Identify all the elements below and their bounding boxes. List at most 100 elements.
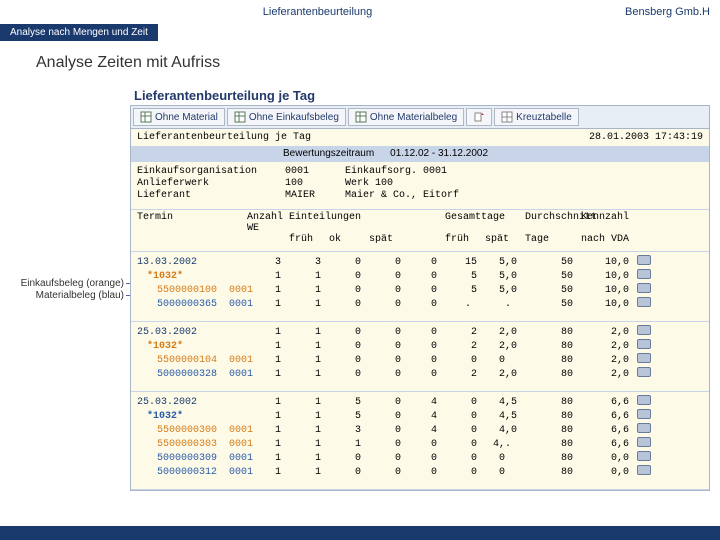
cell: 4,0 xyxy=(485,425,525,436)
cell: 0 xyxy=(409,257,445,268)
doc-cell: 5500000104 0001 xyxy=(137,355,247,366)
detail-icon[interactable] xyxy=(637,423,651,433)
cell: 0 xyxy=(369,411,409,422)
cell: 0 xyxy=(409,341,445,352)
cell: 1 xyxy=(289,341,329,352)
btn-ohne-einkaufsbeleg[interactable]: Ohne Einkaufsbeleg xyxy=(227,108,346,126)
cell: 0 xyxy=(369,439,409,450)
cell: 6,6 xyxy=(581,425,637,436)
breadcrumb: Analyse nach Mengen und Zeit xyxy=(0,24,158,41)
sap-title: Lieferantenbeurteilung je Tag xyxy=(130,86,710,105)
detail-icon[interactable] xyxy=(637,339,651,349)
cell: . xyxy=(445,299,485,310)
cell: 0 xyxy=(329,327,369,338)
cell: 0 xyxy=(369,453,409,464)
cell: 2,0 xyxy=(581,327,637,338)
org-block: Einkaufsorganisation0001 Anlieferwerk100… xyxy=(131,161,709,210)
cell: 2 xyxy=(445,327,485,338)
cell: 0 xyxy=(369,369,409,380)
detail-icon[interactable] xyxy=(637,367,651,377)
cell: 1 xyxy=(289,271,329,282)
date-cell: 25.03.2002 xyxy=(137,397,247,408)
cell: 50 xyxy=(525,299,581,310)
cell: 1 xyxy=(247,285,289,296)
col-kenn: Kennzahl xyxy=(581,212,637,234)
detail-icon[interactable] xyxy=(637,353,651,363)
cell: 5 xyxy=(329,397,369,408)
table-icon xyxy=(140,111,152,123)
doc-cell: 5000000328 0001 xyxy=(137,369,247,380)
cell: 0 xyxy=(485,453,525,464)
btn-ohne-material[interactable]: Ohne Material xyxy=(133,108,225,126)
cell: 1 xyxy=(289,327,329,338)
top-title: Lieferantenbeurteilung xyxy=(263,6,372,18)
detail-icon[interactable] xyxy=(637,325,651,335)
bottom-bar xyxy=(0,526,720,540)
col-anzahl: AnzahlWE xyxy=(247,212,289,234)
cell: 0 xyxy=(445,397,485,408)
cell: 80 xyxy=(525,327,581,338)
detail-icon[interactable] xyxy=(637,451,651,461)
cell: 0 xyxy=(409,369,445,380)
cell: 0 xyxy=(329,285,369,296)
date-group: 25.03.20021100022,0802,0*1032*1100022,08… xyxy=(131,322,709,392)
btn-label: Ohne Einkaufsbeleg xyxy=(249,112,339,123)
cell: 0 xyxy=(445,425,485,436)
btn-label: Kreuztabelle xyxy=(516,112,572,123)
cell: 2,0 xyxy=(485,369,525,380)
cell: 0 xyxy=(329,355,369,366)
header-title: Lieferantenbeurteilung je Tag xyxy=(137,132,311,143)
doc-cell: 5000000309 0001 xyxy=(137,453,247,464)
cell: 0 xyxy=(445,467,485,478)
cell: 1 xyxy=(247,369,289,380)
sap-panel: Lieferantenbeurteilung je Tag Ohne Mater… xyxy=(130,86,710,491)
cell: 0 xyxy=(369,271,409,282)
cell: 1 xyxy=(247,327,289,338)
detail-icon[interactable] xyxy=(637,409,651,419)
top-right: Bensberg Gmb.H xyxy=(625,6,710,18)
cell: 0 xyxy=(329,299,369,310)
cell: 1 xyxy=(289,453,329,464)
detail-icon[interactable] xyxy=(637,465,651,475)
cell: 0 xyxy=(445,355,485,366)
detail-icon[interactable] xyxy=(637,283,651,293)
doc-cell: 5000000365 0001 xyxy=(137,299,247,310)
material-star: *1032* xyxy=(137,411,247,422)
sub-value: 01.12.02 - 31.12.2002 xyxy=(390,148,488,159)
date-group: 25.03.20021150404,5806,6*1032*1150404,58… xyxy=(131,392,709,490)
cell: 2,0 xyxy=(581,341,637,352)
cell: 0,0 xyxy=(581,467,637,478)
cell: 0 xyxy=(369,257,409,268)
detail-icon[interactable] xyxy=(637,269,651,279)
btn-export[interactable] xyxy=(466,108,492,126)
cell: 80 xyxy=(525,467,581,478)
cell: 0 xyxy=(369,341,409,352)
cell: 1 xyxy=(289,467,329,478)
cell: 0 xyxy=(409,453,445,464)
cell: 4 xyxy=(409,397,445,408)
cell: 5,0 xyxy=(485,271,525,282)
detail-icon[interactable] xyxy=(637,297,651,307)
cell: 1 xyxy=(289,355,329,366)
cell: 0 xyxy=(409,467,445,478)
org-label: Lieferant xyxy=(137,190,267,201)
cell: 1 xyxy=(247,355,289,366)
nav-row: Analyse nach Mengen und Zeit xyxy=(0,24,720,44)
cell: 1 xyxy=(247,271,289,282)
cell: 80 xyxy=(525,439,581,450)
btn-kreuztabelle[interactable]: Kreuztabelle xyxy=(494,108,579,126)
cell: 1 xyxy=(289,411,329,422)
cell: 0 xyxy=(409,355,445,366)
org-val: 0001 xyxy=(285,166,309,177)
cell: 0 xyxy=(445,439,485,450)
col-durch: Durchschnitt xyxy=(525,212,581,234)
detail-icon[interactable] xyxy=(637,395,651,405)
detail-icon[interactable] xyxy=(637,255,651,265)
btn-ohne-materialbeleg[interactable]: Ohne Materialbeleg xyxy=(348,108,464,126)
detail-icon[interactable] xyxy=(637,437,651,447)
cell: 1 xyxy=(289,369,329,380)
header-timestamp: 28.01.2003 17:43:19 xyxy=(589,132,703,143)
col-eint: Einteilungen xyxy=(289,212,329,234)
cell: 0 xyxy=(329,341,369,352)
cell: 4 xyxy=(409,425,445,436)
